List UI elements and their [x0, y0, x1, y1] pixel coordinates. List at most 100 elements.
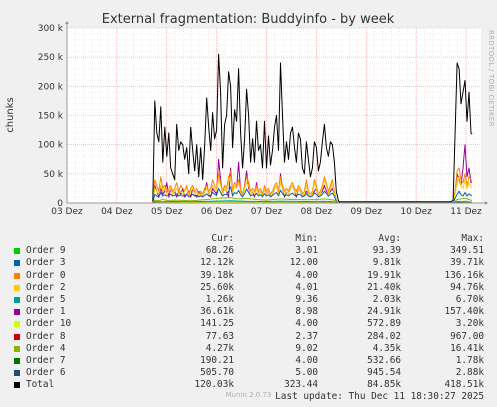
series-line-order-0 [152, 167, 473, 203]
legend-row: Order 7 190.21 4.00 532.66 1.78k [0, 355, 497, 367]
x-tick-label: 05 Dez [151, 207, 183, 217]
last-update: Last update: Thu Dec 11 18:30:27 2025 [275, 391, 484, 403]
legend-swatch [14, 248, 20, 255]
legend-min-value: 9.36 [295, 293, 318, 305]
legend-series-name: Order 5 [26, 293, 66, 305]
legend-avg-value: 84.85k [367, 379, 401, 391]
legend-min-value: 323.44 [284, 379, 318, 391]
series-line-order-2 [152, 176, 473, 203]
legend-max-value: 39.71k [450, 257, 484, 269]
legend-min-value: 3.01 [295, 245, 318, 257]
legend-avg-value: 572.89 [367, 318, 401, 330]
legend-cur-value: 25.60k [200, 281, 234, 293]
legend-swatch [14, 345, 20, 352]
legend-series-name: Order 9 [26, 245, 66, 257]
y-tick-label: 50 k [43, 170, 63, 180]
legend-avg-value: 532.66 [367, 354, 401, 366]
x-tick-label: 08 Dez [301, 207, 333, 217]
legend-max-value: 3.20k [455, 318, 484, 330]
legend-max-value: 94.76k [450, 281, 484, 293]
legend-cur-value: 141.25 [200, 318, 234, 330]
series-line-total [152, 53, 473, 203]
legend-swatch [14, 284, 20, 291]
y-axis-arrow [65, 21, 69, 24]
legend-swatch [14, 260, 20, 267]
chart-title: External fragmentation: Buddyinfo - by w… [102, 12, 395, 27]
legend-cur-value: 4.27k [205, 342, 234, 354]
legend-row: Order 9 68.26 3.01 93.39 349.51 [0, 245, 497, 257]
y-tick-label: 200 k [38, 82, 64, 92]
legend-series-name: Order 8 [26, 330, 66, 342]
legend-min-value: 4.00 [295, 318, 318, 330]
legend-avg-value: 9.81k [372, 257, 401, 269]
legend-row: Order 3 12.12k 12.00 9.81k 39.71k [0, 257, 497, 269]
legend-max-value: 418.51k [444, 379, 484, 391]
legend-max-value: 2.88k [455, 367, 484, 379]
legend-row: Order 4 4.27k 9.02 4.35k 16.41k [0, 343, 497, 355]
legend-row: Order 5 1.26k 9.36 2.03k 6.70k [0, 294, 497, 306]
axes: 0 50 k 100 k 150 k 200 k 250 k 300 k 03 Dez 04 D… [38, 21, 488, 217]
legend-header: Cur: Min: Avg: Max: [0, 233, 497, 245]
y-tick-label: 150 k [38, 112, 64, 122]
legend-max-value: 136.16k [444, 269, 484, 281]
legend-swatch [14, 357, 20, 364]
legend-footer: Last update: Thu Dec 11 18:30:27 2025 [0, 391, 497, 403]
y-tick-label: 100 k [38, 141, 64, 151]
legend-avg-value: 284.02 [367, 330, 401, 342]
legend-cur-value: 77.63 [205, 330, 234, 342]
x-tick-label: 07 Dez [251, 207, 283, 217]
legend-min-value: 4.00 [295, 354, 318, 366]
y-tick-label: 300 k [38, 24, 64, 34]
legend-min-value: 12.00 [289, 257, 318, 269]
legend-row: Total 120.03k 323.44 84.85k 418.51k [0, 379, 497, 391]
legend-avg-value: 19.91k [367, 269, 401, 281]
munin-version: Munin 2.0.73 [225, 391, 272, 399]
legend-series-name: Order 3 [26, 257, 66, 269]
legend-series-name: Order 0 [26, 269, 66, 281]
legend-series-name: Order 2 [26, 281, 66, 293]
legend: Cur: Min: Avg: Max: Order 9 68.26 3.01 93.3… [0, 233, 497, 404]
legend-max-value: 16.41k [450, 342, 484, 354]
legend-avg-value: 21.40k [367, 281, 401, 293]
legend-min-value: 2.37 [295, 330, 318, 342]
legend-series-name: Order 6 [26, 367, 66, 379]
legend-swatch [14, 370, 20, 377]
grid [66, 27, 481, 203]
legend-col-avg: Avg: [378, 233, 401, 244]
legend-series-name: Order 4 [26, 342, 66, 354]
x-tick-label: 09 Dez [351, 207, 383, 217]
y-axis-label: chunks [5, 97, 16, 133]
legend-cur-value: 190.21 [200, 354, 234, 366]
x-tick-label: 04 Dez [101, 207, 133, 217]
legend-min-value: 4.00 [295, 269, 318, 281]
legend-row: Order 0 39.18k 4.00 19.91k 136.16k [0, 270, 497, 282]
legend-cur-value: 120.03k [194, 379, 234, 391]
legend-min-value: 9.02 [295, 342, 318, 354]
x-axis-arrow [485, 201, 488, 205]
legend-avg-value: 24.91k [367, 306, 401, 318]
side-watermark: RRDTOOL / TOBI OETIKER [487, 30, 495, 127]
legend-avg-value: 2.03k [372, 293, 401, 305]
legend-max-value: 1.78k [455, 354, 484, 366]
legend-swatch [14, 321, 20, 328]
legend-max-value: 967.00 [450, 330, 484, 342]
legend-cur-value: 68.26 [205, 245, 234, 257]
legend-swatch [14, 309, 20, 316]
legend-min-value: 4.01 [295, 281, 318, 293]
legend-row: Order 1 36.61k 8.98 24.91k 157.40k [0, 306, 497, 318]
legend-min-value: 5.00 [295, 367, 318, 379]
x-tick-label: 03 Dez [51, 207, 83, 217]
legend-series-name: Order 7 [26, 354, 66, 366]
legend-swatch [14, 272, 20, 279]
legend-cur-value: 1.26k [205, 293, 234, 305]
legend-avg-value: 945.54 [367, 367, 401, 379]
legend-max-value: 349.51 [450, 245, 484, 257]
legend-avg-value: 4.35k [372, 342, 401, 354]
legend-col-cur: Cur: [211, 233, 234, 244]
legend-max-value: 6.70k [455, 293, 484, 305]
legend-row: Order 2 25.60k 4.01 21.40k 94.76k [0, 282, 497, 294]
legend-swatch [14, 296, 20, 303]
legend-swatch [14, 333, 20, 340]
legend-cur-value: 505.70 [200, 367, 234, 379]
legend-rows: Order 9 68.26 3.01 93.39 349.51 Order 3 12.12k… [0, 245, 497, 391]
